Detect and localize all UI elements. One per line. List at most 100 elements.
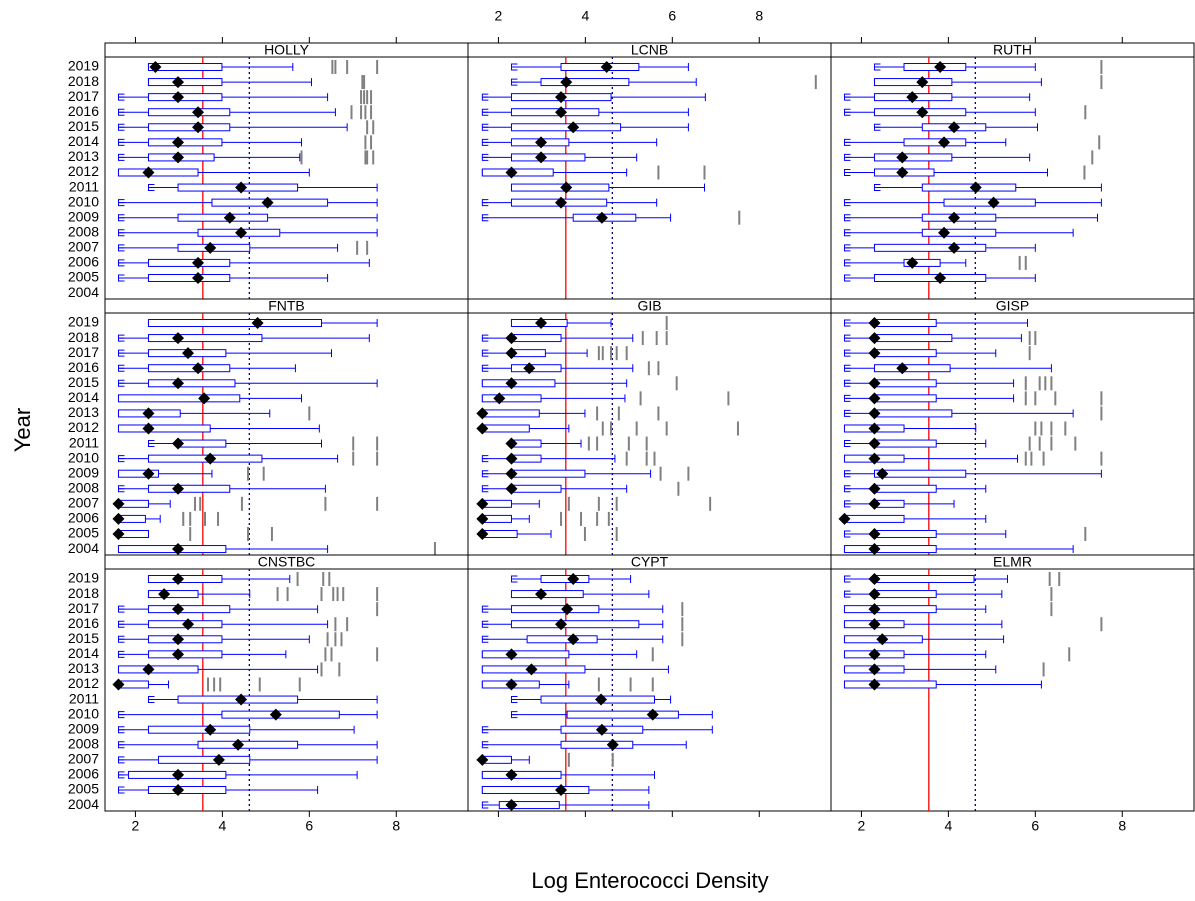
x-tick-label: 2 — [132, 818, 140, 834]
box — [843, 545, 937, 554]
y-tick-label: 2011 — [69, 178, 99, 194]
median — [523, 362, 536, 375]
panel-title: RUTH — [993, 42, 1032, 58]
median — [868, 407, 881, 420]
whisker-cap-low — [481, 349, 489, 357]
x-tick-label: 2 — [495, 8, 503, 24]
whisker-cap-low — [843, 349, 851, 357]
whisker-cap-low — [147, 696, 155, 704]
whisker-cap-low — [147, 440, 155, 448]
median — [112, 512, 125, 525]
median — [916, 76, 929, 89]
median — [251, 317, 264, 329]
whisker-cap-low — [117, 108, 125, 116]
panel-title: LCNB — [631, 42, 668, 58]
y-tick-label: 2008 — [68, 735, 99, 751]
median — [235, 226, 248, 239]
whisker-cap-low — [481, 153, 489, 161]
median — [948, 211, 961, 224]
box — [566, 710, 679, 719]
x-axis-title: Log Enterococci Density — [531, 868, 768, 893]
median — [868, 663, 881, 676]
y-tick-label: 2006 — [68, 254, 99, 270]
median — [505, 332, 518, 345]
box — [873, 575, 975, 583]
x-tick-label: 8 — [1118, 818, 1126, 834]
median — [269, 708, 282, 721]
median — [172, 573, 185, 585]
median — [938, 136, 951, 149]
median — [896, 151, 909, 164]
median — [204, 452, 217, 465]
median — [235, 181, 248, 194]
median — [868, 648, 881, 661]
y-tick-label: 2018 — [68, 585, 99, 601]
median — [876, 633, 889, 646]
whisker-cap-low — [843, 153, 851, 161]
median — [535, 151, 548, 164]
median — [906, 91, 919, 104]
strip — [830, 554, 1195, 570]
median — [172, 648, 185, 661]
box — [873, 319, 937, 327]
median — [142, 467, 155, 480]
median — [555, 91, 568, 104]
y-tick-label: 2007 — [68, 751, 99, 767]
box — [921, 228, 997, 237]
y-tick-label: 2009 — [68, 464, 99, 480]
whisker-cap-low — [481, 108, 489, 116]
y-tick-label: 2008 — [68, 223, 99, 239]
median — [606, 738, 619, 751]
median — [182, 347, 195, 360]
whisker-cap-low — [117, 229, 125, 237]
median — [172, 783, 185, 796]
whisker-cap-low — [873, 63, 881, 71]
box — [481, 785, 590, 794]
whisker-cap-low — [481, 620, 489, 628]
whisker-cap-low — [481, 93, 489, 101]
median — [561, 603, 574, 616]
median — [560, 181, 573, 194]
median — [868, 527, 881, 540]
median — [172, 151, 185, 164]
box — [147, 575, 223, 583]
median — [938, 226, 951, 239]
whisker-cap-low — [873, 123, 881, 131]
median — [876, 467, 889, 480]
median — [505, 482, 518, 495]
median — [535, 136, 548, 149]
median — [204, 723, 217, 736]
y-tick-label: 2005 — [68, 269, 99, 285]
median — [192, 271, 205, 284]
box — [510, 484, 562, 493]
box — [147, 725, 251, 734]
median — [204, 241, 217, 254]
whisker-cap-low — [843, 259, 851, 267]
x-tick-label: 6 — [1031, 818, 1039, 834]
box — [197, 740, 299, 749]
median — [505, 678, 518, 691]
box — [481, 409, 540, 418]
whisker-cap-low — [117, 635, 125, 643]
median — [505, 377, 518, 390]
box — [147, 319, 322, 327]
y-tick-label: 2017 — [68, 344, 99, 360]
y-tick-label: 2011 — [69, 690, 99, 706]
x-tick-label: 2 — [858, 818, 866, 834]
whisker-cap-low — [481, 199, 489, 207]
box — [157, 755, 251, 764]
median — [142, 166, 155, 179]
median — [505, 452, 518, 465]
whisker-cap-low — [481, 726, 489, 734]
box — [510, 469, 586, 478]
y-tick-label: 2016 — [68, 615, 99, 631]
median — [868, 347, 881, 360]
y-tick-label: 2004 — [68, 284, 99, 300]
whisker-cap-low — [481, 635, 489, 643]
whisker-cap-low — [117, 786, 125, 794]
median — [948, 121, 961, 134]
median — [182, 618, 195, 631]
whisker-cap-low — [843, 470, 851, 478]
panel-title: FNTB — [268, 298, 305, 314]
